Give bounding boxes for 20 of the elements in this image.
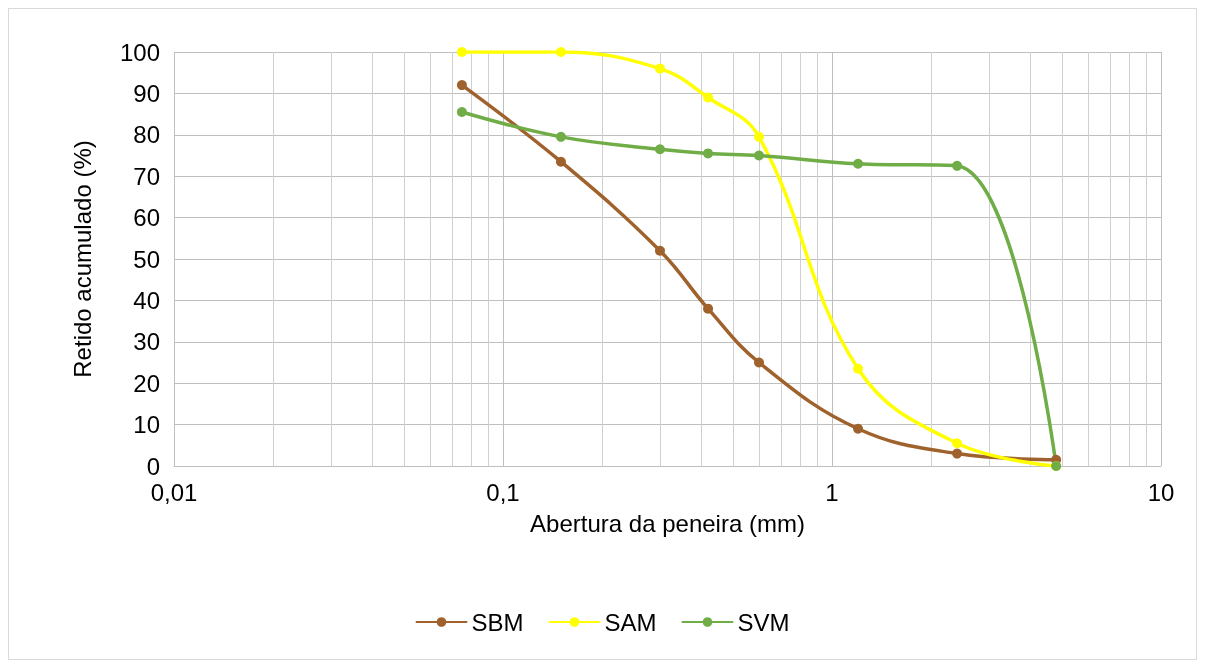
y-tick-label: 20	[133, 369, 160, 397]
y-tick-label: 80	[133, 121, 160, 149]
legend-label: SVM	[737, 608, 790, 636]
y-tick-label: 90	[133, 79, 160, 107]
x-axis-title: Abertura da peneira (mm)	[530, 509, 805, 537]
y-tick-label: 40	[133, 286, 160, 314]
y-tick-label: 60	[133, 204, 160, 232]
legend-label: SBM	[471, 608, 524, 636]
x-tick-label: 10	[1147, 478, 1175, 506]
x-tick-label: 0,1	[486, 478, 520, 506]
y-tick-label: 100	[119, 38, 160, 66]
x-tick-label: 1	[825, 478, 839, 506]
y-tick-label: 0	[146, 452, 160, 480]
y-tick-label: 70	[133, 162, 160, 190]
y-tick-label: 30	[133, 328, 160, 356]
y-tick-label: 50	[133, 245, 160, 273]
y-axis-title: Retido acumulado (%)	[68, 140, 96, 378]
y-tick-label: 10	[133, 411, 160, 439]
legend-label: SAM	[604, 608, 657, 636]
x-tick-label: 0,01	[150, 478, 198, 506]
